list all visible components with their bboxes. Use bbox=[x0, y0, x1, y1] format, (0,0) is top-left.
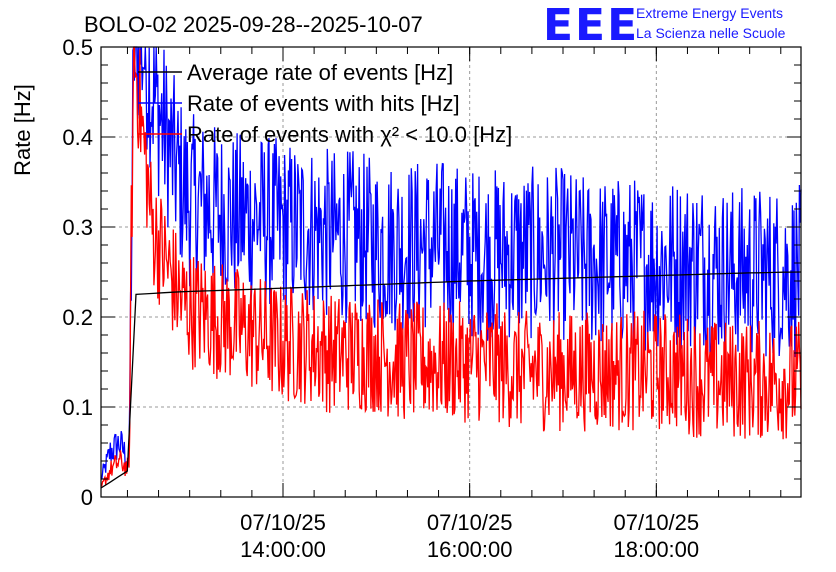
y-tick-label: 0.2 bbox=[62, 305, 93, 330]
y-tick-label: 0.1 bbox=[62, 395, 93, 420]
y-tick-label: 0.3 bbox=[62, 215, 93, 240]
legend-label: Rate of events with χ² < 10.0 [Hz] bbox=[187, 122, 512, 147]
eee-logo: EEE Extreme Energy Events La Scienza nel… bbox=[543, 0, 786, 51]
series-layer bbox=[100, 46, 802, 489]
eee-logo-line1: Extreme Energy Events bbox=[636, 5, 783, 21]
x-tick-time-label: 16:00:00 bbox=[427, 537, 513, 562]
x-tick-labels: 07/10/2514:00:0007/10/2516:00:0007/10/25… bbox=[240, 510, 699, 562]
eee-logo-letters: EEE bbox=[543, 0, 639, 51]
x-tick-date-label: 07/10/25 bbox=[427, 510, 513, 535]
axis-ticks bbox=[101, 46, 801, 498]
plot-frame bbox=[100, 46, 802, 498]
y-tick-label: 0 bbox=[81, 485, 93, 510]
series-line-2 bbox=[100, 46, 802, 488]
legend: Average rate of events [Hz] Rate of event… bbox=[138, 60, 512, 147]
y-axis-label: Rate [Hz] bbox=[10, 84, 35, 176]
chart-title: BOLO-02 2025-09-28--2025-10-07 bbox=[84, 12, 423, 37]
y-tick-labels: 0 0.1 0.2 0.3 0.4 0.5 bbox=[62, 35, 93, 510]
series-line-0 bbox=[100, 271, 802, 489]
series-line-1 bbox=[100, 46, 802, 480]
x-tick-time-label: 18:00:00 bbox=[614, 537, 700, 562]
eee-logo-line2: La Scienza nelle Scuole bbox=[636, 25, 786, 41]
x-tick-date-label: 07/10/25 bbox=[614, 510, 700, 535]
y-tick-label: 0.4 bbox=[62, 125, 93, 150]
y-tick-label: 0.5 bbox=[62, 35, 93, 60]
legend-label: Average rate of events [Hz] bbox=[187, 60, 453, 85]
legend-label: Rate of events with hits [Hz] bbox=[187, 91, 460, 116]
x-tick-date-label: 07/10/25 bbox=[240, 510, 326, 535]
x-tick-time-label: 14:00:00 bbox=[240, 537, 326, 562]
